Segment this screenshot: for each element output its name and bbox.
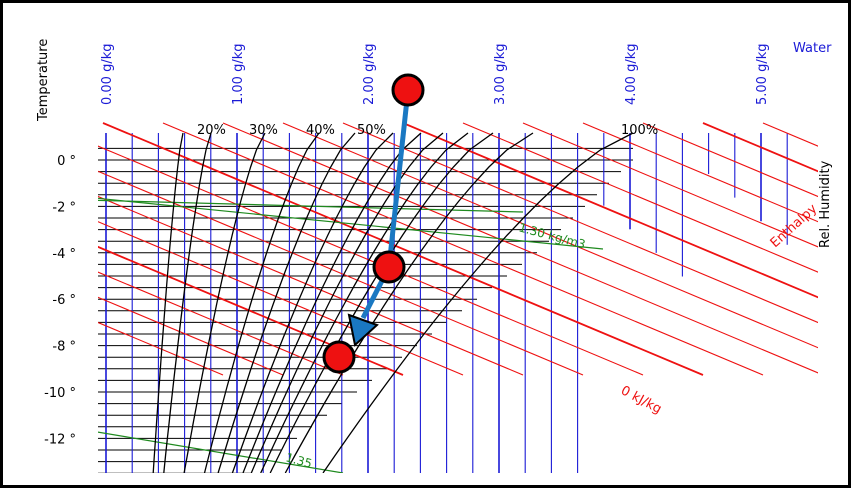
rh-curve [250, 132, 444, 473]
water-tick-label: 0.00 g/kg [100, 44, 115, 106]
water-tick-label: 5.00 g/kg [755, 44, 770, 106]
rel-humidity-title: Rel. Humidity [818, 160, 833, 248]
rh-curve [322, 132, 634, 473]
rh-percent-label: 20% [197, 123, 226, 138]
water-axis-title: Water [793, 41, 832, 56]
rh-curve [183, 132, 266, 473]
enthalpy-line [522, 122, 818, 248]
temperature-tick-label: -4 ° [52, 247, 76, 262]
rh-percent-label: 100% [621, 123, 658, 138]
temperature-tick-label: -6 ° [52, 293, 76, 308]
enthalpy-title: Enthalpy [768, 201, 821, 251]
enthalpy-line [702, 122, 818, 173]
enthalpy-line [98, 321, 224, 376]
rh-percent-label: 40% [306, 123, 335, 138]
enthalpy-line [98, 245, 404, 376]
enthalpy-line [98, 170, 584, 376]
rh-curve [203, 132, 320, 473]
state-point-marker[interactable] [372, 250, 406, 284]
state-point-marker[interactable] [391, 73, 425, 107]
label-layer: Temperature Water Rel. Humidity Enthalpy… [36, 39, 833, 471]
process-segment [386, 89, 411, 268]
rh-curve [242, 132, 422, 473]
density-line [98, 197, 604, 250]
water-tick-label: 4.00 g/kg [624, 44, 639, 106]
rh-percent-label: 50% [357, 123, 386, 138]
rh-curve [284, 132, 534, 473]
grid-layer [98, 122, 818, 473]
water-tick-label: 1.00 g/kg [231, 44, 246, 106]
enthalpy-line [642, 122, 818, 198]
enthalpy-line [582, 122, 818, 223]
enthalpy-line [98, 195, 524, 376]
enthalpy-line [342, 122, 818, 324]
rh-curve [260, 132, 469, 473]
process-layer [322, 73, 425, 374]
enthalpy-line [462, 122, 818, 273]
temperature-tick-label: -12 ° [44, 432, 76, 447]
rh-percent-label: 30% [249, 123, 278, 138]
temperature-axis-title: Temperature [36, 39, 51, 122]
rh-curve [269, 132, 494, 473]
enthalpy-line [282, 122, 818, 349]
density-label-1: 1.30 kg/m3 [517, 220, 587, 251]
process-arrowhead [347, 313, 379, 347]
psychrometric-chart: Temperature Water Rel. Humidity Enthalpy… [36, 39, 833, 473]
rh-curve [217, 132, 356, 473]
rh-curve [152, 132, 184, 473]
enthalpy-line [402, 122, 818, 299]
water-tick-label: 2.00 g/kg [362, 44, 377, 106]
temperature-tick-label: -2 ° [52, 200, 76, 215]
enthalpy-line [98, 145, 644, 376]
temperature-tick-label: -8 ° [52, 340, 76, 355]
rh-curve [163, 132, 212, 473]
enthalpy-line [98, 296, 284, 376]
enthalpy-line [162, 122, 764, 376]
enthalpy-line [222, 122, 818, 374]
temperature-tick-label: 0 ° [57, 154, 76, 169]
density-label-2: 1.35 [284, 450, 313, 470]
state-point-marker[interactable] [322, 340, 356, 374]
density-line [98, 431, 344, 473]
water-tick-label: 3.00 g/kg [493, 44, 508, 106]
enthalpy-value-label: 0 kJ/kg [618, 383, 664, 417]
temperature-tick-label: -10 ° [44, 386, 76, 401]
density-line [98, 199, 524, 213]
enthalpy-line [98, 271, 344, 376]
rh-curve [231, 132, 394, 473]
